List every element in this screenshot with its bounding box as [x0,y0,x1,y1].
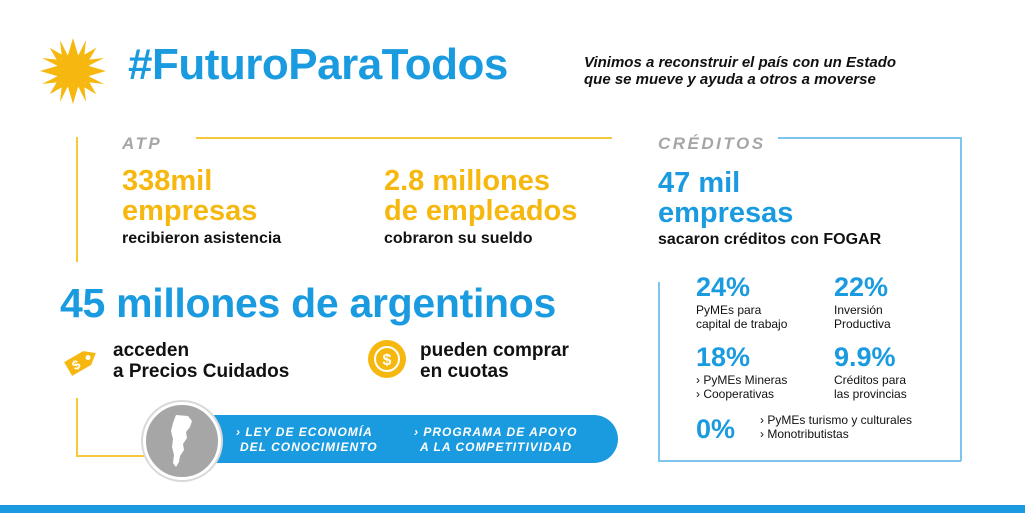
banner-item1-line1: › LEY DE ECONOMÍA [236,425,373,439]
atp-label: ATP [122,134,163,153]
credit-item-24-desc2: capital de trabajo [696,317,788,331]
credit-item-22: 22% Inversión Productiva [834,273,891,331]
feature2-line1: pueden comprar [420,340,569,361]
credit-item-24-pct: 24% [696,272,751,302]
banner-item-programa: › PROGRAMA DE APOYO A LA COMPETITIVIDAD [414,425,577,455]
creditos-frame-left [658,282,660,461]
atp-stat-empresas: 338mil empresas recibieron asistencia [122,166,281,248]
atp-stat2-desc: cobraron su sueldo [384,230,533,247]
feature-precios-cuidados: acceden a Precios Cuidados [113,340,289,382]
credit-item-18-desc1: › PyMEs Mineras [696,373,788,387]
credit-item-0: › PyMEs turismo y culturales › Monotribu… [760,413,912,441]
cuotas-coin-icon: $ [367,339,407,379]
credit-item-22-pct: 22% [834,272,889,302]
bottom-bar [0,505,1025,513]
creditos-frame-bottom [658,460,961,462]
argentinos-headline: 45 millones de argentinos [60,280,557,326]
banner-item-economia: › LEY DE ECONOMÍA DEL CONOCIMIENTO [236,425,378,455]
atp-stat-empleados: 2.8 millones de empleados cobraron su su… [384,166,577,248]
page-title: #FuturoParaTodos [128,40,508,89]
svg-text:$: $ [383,352,392,369]
credit-item-9-9: 9.9% Créditos para las provincias [834,343,907,401]
atp-frame-left-top [76,137,78,262]
programs-banner [196,415,618,463]
credit-item-24: 24% PyMEs para capital de trabajo [696,273,787,331]
credit-item-18-desc2: › Cooperativas [696,387,775,401]
creditos-label: CRÉDITOS [658,134,766,153]
atp-frame-top [196,137,612,139]
credit-item-0-desc1: › PyMEs turismo y culturales [760,413,913,427]
credit-item-22-desc2: Productiva [834,317,891,331]
banner-item2-line2: A LA COMPETITIVIDAD [420,440,573,454]
sun-icon [40,38,106,104]
atp-frame-bottom [76,455,146,457]
price-tag-icon: $ [62,342,102,380]
creditos-frame-right [960,137,962,461]
tagline-line-1: Vinimos a reconstruir el país con un Est… [584,54,897,71]
credit-item-24-desc1: PyMEs para [696,303,762,317]
credit-item-9-9-desc2: las provincias [834,387,907,401]
feature-cuotas: pueden comprar en cuotas [420,340,569,382]
banner-item2-line1: › PROGRAMA DE APOYO [414,425,578,439]
credit-item-9-9-pct: 9.9% [834,342,896,372]
atp-frame-left-bottom [76,398,78,456]
credit-item-18: 18% › PyMEs Mineras › Cooperativas [696,343,787,401]
atp-stat1-line1: 338mil [122,165,213,197]
argentina-map-icon [143,402,221,480]
credit-item-0-desc2: › Monotributistas [760,427,849,441]
tagline-line-2: que se mueve y ayuda a otros a moverse [584,71,876,88]
tagline: Vinimos a reconstruir el país con un Est… [584,54,896,88]
feature1-line2: a Precios Cuidados [113,361,290,382]
banner-item1-line2: DEL CONOCIMIENTO [240,440,378,454]
creditos-frame-top [778,137,961,139]
feature1-line1: acceden [113,340,190,361]
credit-item-9-9-desc1: Créditos para [834,373,907,387]
credit-item-18-pct: 18% [696,342,751,372]
atp-stat1-desc: recibieron asistencia [122,230,282,247]
creditos-stat: 47 mil empresas sacaron créditos con FOG… [658,168,881,249]
credit-item-0-pct: 0% [696,414,736,444]
feature2-line2: en cuotas [420,361,509,382]
creditos-stat-line1: 47 mil [658,167,741,199]
atp-stat1-line2: empresas [122,195,258,227]
atp-stat2-line2: de empleados [384,195,578,227]
credit-item-22-desc1: Inversión [834,303,883,317]
creditos-stat-line2: empresas [658,197,794,229]
creditos-stat-desc: sacaron créditos con FOGAR [658,231,882,248]
atp-stat2-line1: 2.8 millones [384,165,551,197]
